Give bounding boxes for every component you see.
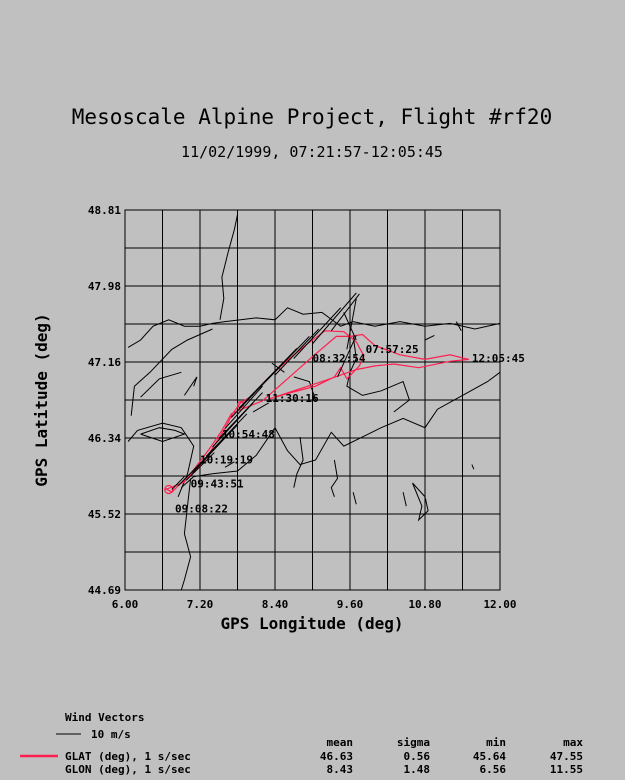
glat-sigma: 0.56 [404,750,431,763]
map-outline [130,328,213,416]
map-outline [224,461,235,468]
stats-header-min: min [486,736,506,749]
time-label: 10:54:48 [222,428,275,441]
y-axis-label: GPS Latitude (deg) [32,313,51,486]
map-outline [346,335,410,413]
x-tick-label: 9.60 [337,598,364,611]
y-tick-label: 47.16 [88,356,121,369]
stats-header-mean: mean [327,736,354,749]
wind-vector [205,413,248,457]
x-tick-label: 12.00 [483,598,516,611]
y-tick-labels: 44.69 45.52 46.34 47.16 47.98 48.81 [88,204,121,597]
wind-vector [259,336,310,389]
wind-vector [218,392,263,440]
flight-track-line [165,330,469,493]
wind-vector [293,307,341,359]
wind-scale-label: 10 m/s [91,728,131,741]
wind-vector [330,293,360,332]
glon-mean: 8.43 [327,763,354,776]
wind-vector [343,312,357,341]
time-label: 09:08:22 [175,503,228,516]
glon-sigma: 1.48 [404,763,431,776]
map-outline [471,464,475,470]
wind-vector [199,424,238,464]
wind-vector [337,335,357,378]
map-outline [127,307,501,348]
map-outline [330,459,339,497]
time-label: 07:57:25 [366,343,419,356]
map-outline [293,376,317,401]
glat-legend-label: GLAT (deg), 1 s/sec [65,750,191,763]
x-axis-label: GPS Longitude (deg) [220,614,403,633]
map-outline [140,371,182,398]
map-outline [140,427,186,443]
x-tick-label: 8.40 [262,598,289,611]
y-tick-label: 48.81 [88,204,121,217]
wind-vector [171,476,185,490]
wind-vector [177,463,201,487]
x-tick-label: 7.20 [187,598,214,611]
wind-vectors-title: Wind Vectors [65,711,144,724]
stats-header-max: max [563,736,583,749]
map-outline [183,376,198,396]
time-label: 11:30:16 [266,392,319,405]
map-outline [424,334,435,341]
x-tick-labels: 6.00 7.20 8.40 9.60 10.80 12.00 [112,598,517,611]
wind-vector [312,292,357,345]
glat-min: 45.64 [473,750,506,763]
glon-min: 6.56 [480,763,507,776]
map-outline [219,214,238,320]
chart-subtitle: 11/02/1999, 07:21:57-12:05:45 [181,143,443,161]
y-tick-label: 45.52 [88,508,121,521]
map-outline [455,321,462,332]
map-outline [402,492,407,507]
y-tick-label: 44.69 [88,584,121,597]
y-tick-label: 46.34 [88,432,121,445]
map-outline [352,492,357,505]
wind-vector [274,328,320,376]
chart-title: Mesoscale Alpine Project, Flight #rf20 [72,105,552,129]
time-label: 12:05:45 [472,352,525,365]
time-label: 08:32:54 [313,352,366,365]
map-outline [180,371,501,488]
glon-max: 11.55 [550,763,583,776]
y-tick-label: 47.98 [88,280,121,293]
map-outline [127,422,195,497]
stats-header-sigma: sigma [397,736,430,749]
map-outline [293,436,304,488]
map-outline [252,402,270,413]
track-start-marker [164,484,174,495]
time-label: 09:43:51 [191,478,244,491]
glat-mean: 46.63 [320,750,353,763]
wind-vector [224,385,263,429]
map-outline [180,478,192,591]
x-tick-label: 10.80 [408,598,441,611]
glat-max: 47.55 [550,750,583,763]
wind-vector [185,452,215,481]
map-outline [412,482,429,522]
time-label: 10:19:19 [200,454,253,467]
wind-vector [346,298,357,350]
wind-vector [246,348,298,401]
glon-legend-label: GLON (deg), 1 s/sec [65,763,191,776]
x-tick-label: 6.00 [112,598,139,611]
